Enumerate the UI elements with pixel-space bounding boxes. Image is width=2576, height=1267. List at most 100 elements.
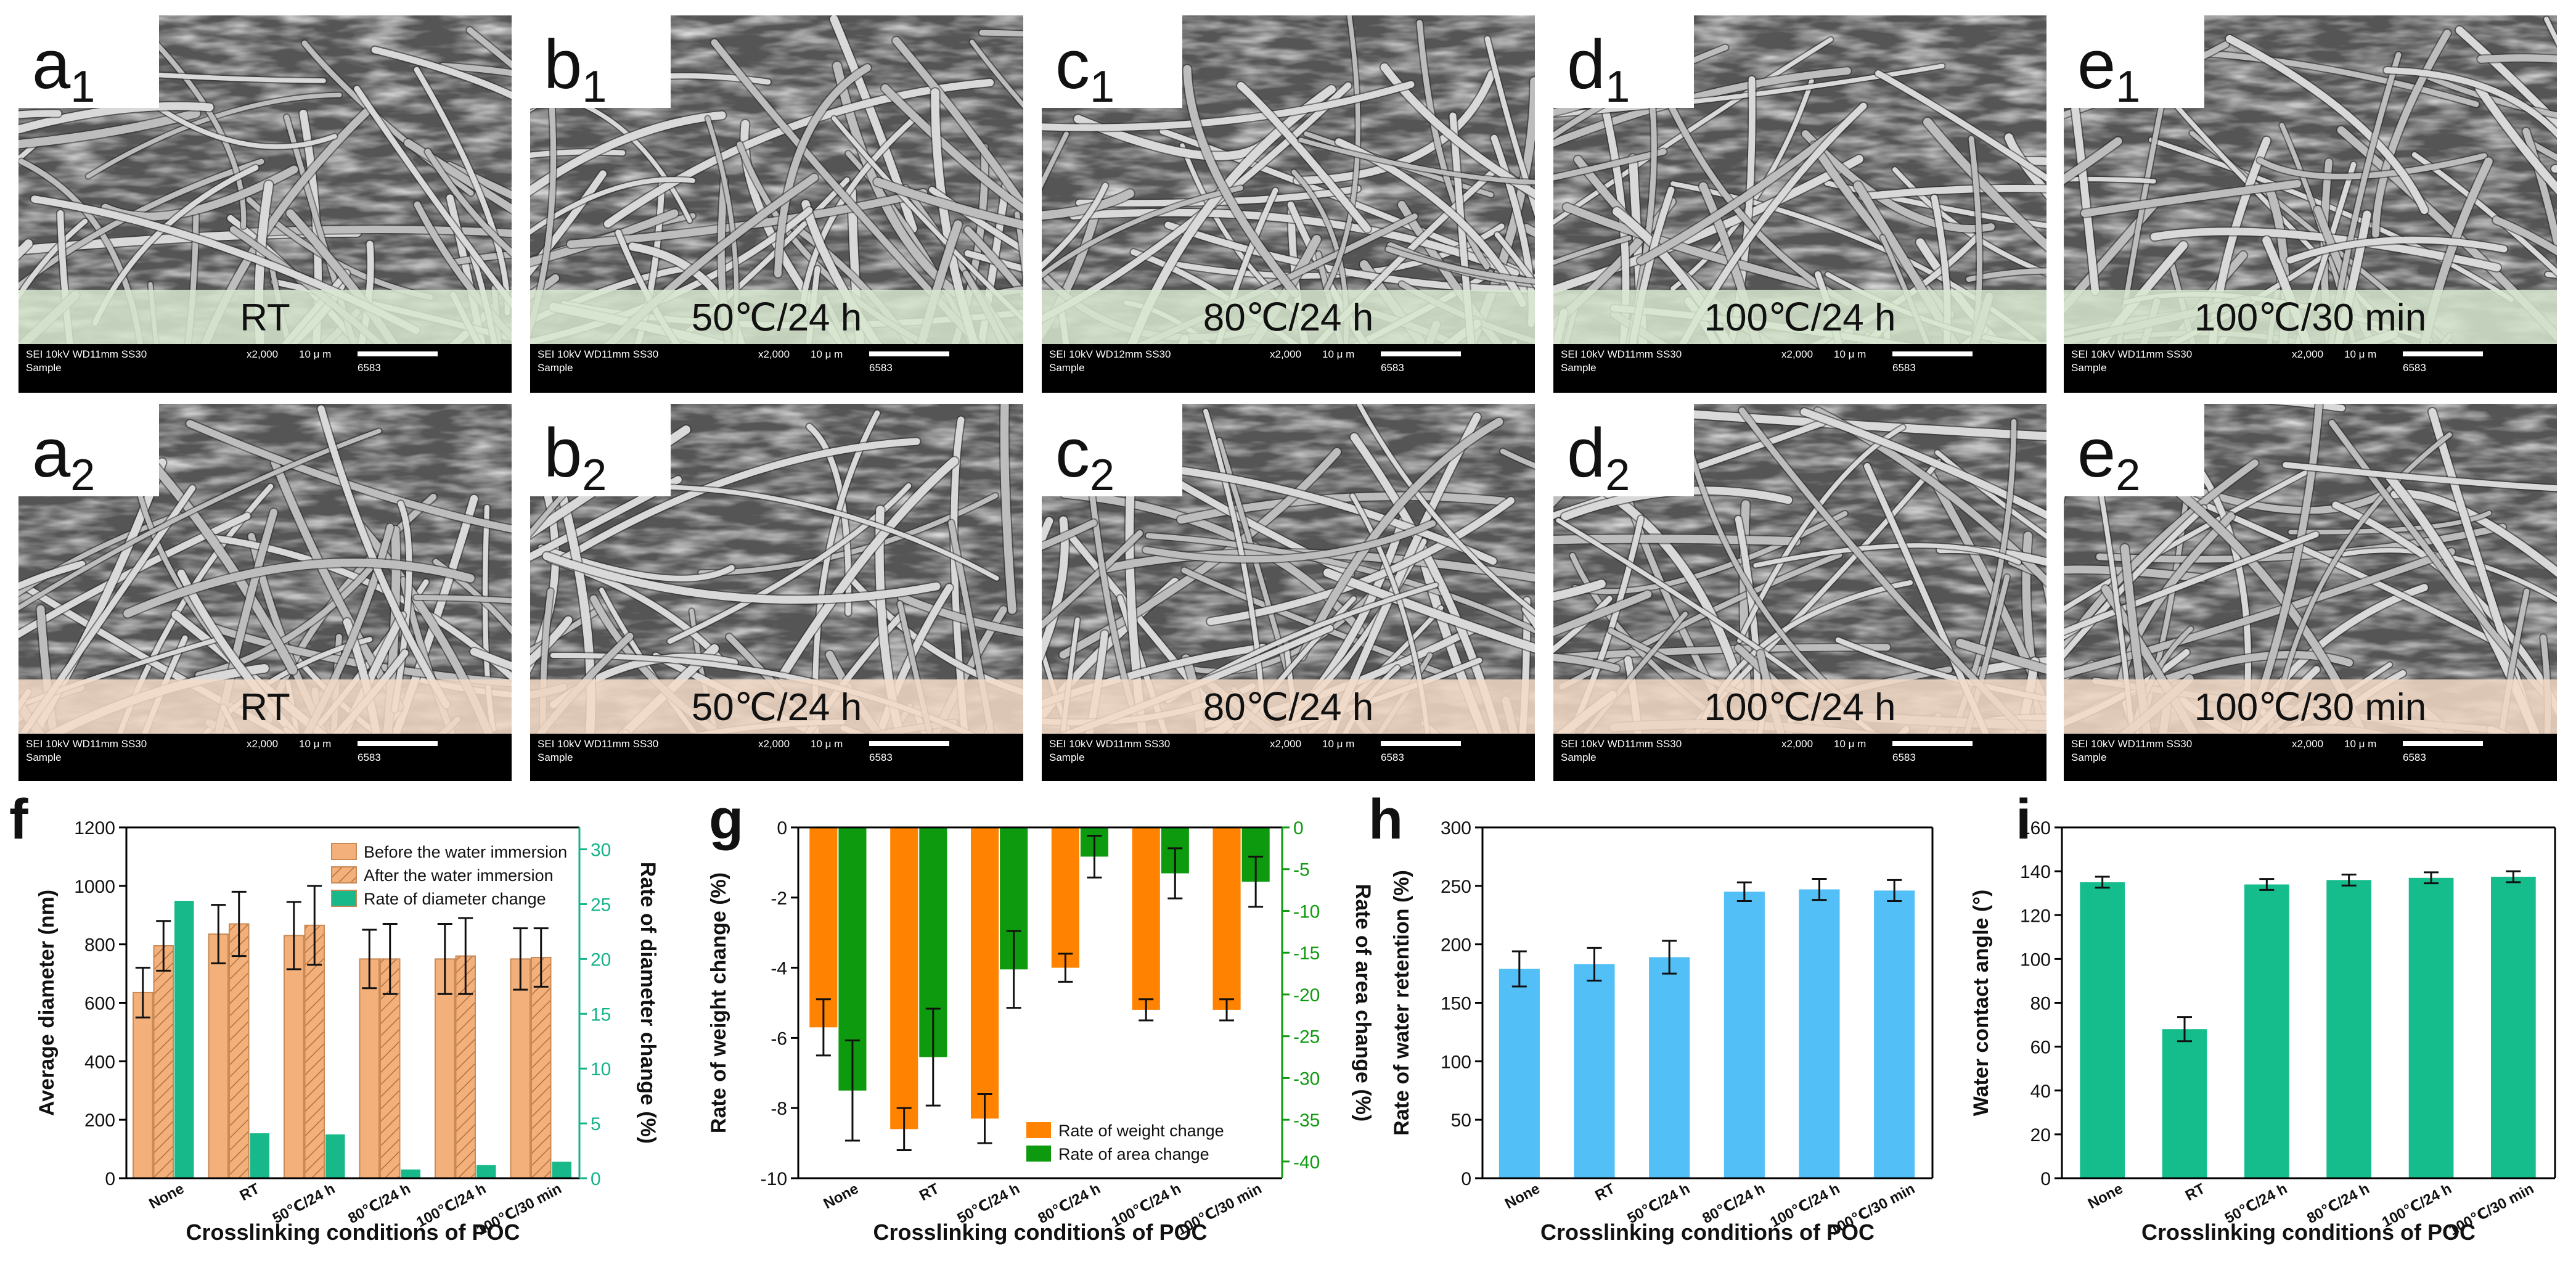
panel-label-box [530, 15, 671, 108]
fiber [530, 149, 626, 158]
fiber [1553, 535, 1801, 546]
fiber [1142, 520, 1436, 563]
condition-band [18, 679, 512, 734]
fiber [530, 476, 682, 561]
y-tick-label: -4 [771, 959, 787, 979]
sem-scale-bar [869, 741, 949, 746]
panel-label-letter: a [32, 414, 71, 491]
fiber [530, 170, 607, 276]
panel-label-subscript: 1 [2116, 62, 2140, 112]
sem-id-text: 6583 [1892, 752, 1916, 763]
fiber [414, 595, 512, 604]
fiber [2493, 216, 2557, 256]
fiber [2341, 548, 2557, 602]
y-tick-label: 50 [1451, 1110, 1471, 1131]
panel-label-letter: b [544, 414, 582, 491]
legend-swatch [331, 843, 357, 860]
y2-tick-label: 30 [591, 840, 611, 861]
bar-f-s0-c1 [208, 933, 229, 1179]
x-tick-label: RT [1592, 1180, 1617, 1204]
condition-band [530, 290, 1023, 344]
y-tick-label: -6 [771, 1028, 787, 1049]
bars [2080, 870, 2536, 1178]
panel-label-letter: e [2077, 26, 2116, 103]
legend-swatch [331, 890, 357, 907]
condition-label: 100℃/30 min [2194, 686, 2426, 729]
sem-magnification: x2,000 [1270, 348, 1301, 360]
fiber [1203, 409, 1268, 781]
fiber [2528, 140, 2557, 161]
sem-panel-a2: RT SEI 10kV WD11mm SS30 Sample x2,000 10 μ m… [18, 404, 512, 781]
condition-label: 80℃/24 h [1203, 297, 1374, 339]
fiber [929, 187, 1023, 253]
y-tick-label: -10 [761, 1169, 787, 1189]
sem-panel-d1: 100℃/24 h SEI 10kV WD11mm SS30 Sample x2,00… [1553, 15, 2046, 393]
y-tick-label: 400 [84, 1052, 115, 1072]
panel-label-box [530, 404, 671, 496]
condition-label: 100℃/30 min [2194, 297, 2426, 339]
fiber [2064, 531, 2319, 635]
panel-label-subscript: 2 [1090, 451, 1114, 500]
y-tick-label: -8 [771, 1099, 787, 1119]
fiber [1076, 185, 1361, 207]
y2-tick-label: 15 [591, 1004, 611, 1025]
y2-tick-label: -30 [1293, 1068, 1320, 1089]
bar-g-s0-c0 [809, 827, 838, 1028]
sem-scale-bar [2403, 351, 2483, 356]
fiber [2475, 84, 2557, 195]
sem-sample-text: Sample [2071, 752, 2107, 763]
bar-g-s0-c1 [890, 827, 918, 1130]
x-tick-label: RT [917, 1180, 942, 1204]
y-axis-label: Rate of water retention (%) [1390, 870, 1413, 1136]
fiber [1515, 597, 1531, 781]
sem-magnification: x2,000 [1781, 348, 1813, 360]
fiber [2064, 505, 2207, 659]
sem-micrograph [18, 15, 512, 393]
fiber [440, 63, 512, 76]
fiber [540, 588, 554, 781]
sem-scale-bar [1892, 741, 1973, 746]
sem-panel-b2: 50℃/24 h SEI 10kV WD11mm SS30 Sample x2,000… [530, 404, 1023, 781]
fiber [970, 39, 1023, 109]
sem-info-text: SEI 10kV WD12mm SS30 [1049, 348, 1171, 360]
y2-tick-label: 10 [591, 1059, 611, 1080]
y-axis-label: Average diameter (nm) [35, 890, 59, 1116]
panel-label: e1 [2077, 26, 2140, 112]
fiber [905, 220, 962, 393]
legend-label: After the water immersion [364, 866, 554, 885]
x-tick-label: RT [237, 1180, 263, 1204]
bar-f-s2-c3 [401, 1169, 420, 1178]
fiber [2064, 468, 2312, 612]
panel-letter: g [709, 788, 743, 851]
bar-h-s0-c4 [1799, 889, 1840, 1178]
sem-panel-a1: RT SEI 10kV WD11mm SS30 Sample x2,000 10 μ m… [18, 15, 512, 393]
condition-label: 100℃/24 h [1704, 297, 1896, 339]
panel-label-letter: c [1055, 26, 1090, 103]
x-tick-label: None [821, 1180, 862, 1212]
sem-info-text: SEI 10kV WD11mm SS30 [538, 348, 658, 360]
panel-label: e2 [2077, 414, 2140, 500]
panel-label-subscript: 1 [582, 62, 607, 112]
fiber [1237, 82, 1371, 232]
sem-scale-bar [1381, 741, 1461, 746]
sem-scale-text: 10 μ m [1834, 738, 1866, 750]
bar-f-s2-c4 [476, 1165, 496, 1178]
panel-letter: h [1368, 788, 1403, 851]
fiber [18, 428, 382, 611]
y2-tick-label: -20 [1293, 985, 1320, 1006]
panel-label: b2 [544, 414, 607, 500]
sem-sample-text: Sample [1049, 752, 1085, 763]
legend-label: Rate of weight change [1058, 1121, 1224, 1140]
fiber [2005, 133, 2046, 199]
bar-i-s0-c0 [2080, 882, 2125, 1178]
fiber [1926, 469, 2046, 720]
fiber [1042, 519, 1097, 550]
fiber [530, 209, 679, 266]
panel-label: b1 [544, 26, 607, 112]
sem-panel-d2: 100℃/24 h SEI 10kV WD11mm SS30 Sample x2,00… [1553, 404, 2046, 781]
sem-sample-text: Sample [26, 752, 62, 763]
bar-g-s0-c5 [1212, 827, 1241, 1010]
fiber [391, 501, 412, 713]
